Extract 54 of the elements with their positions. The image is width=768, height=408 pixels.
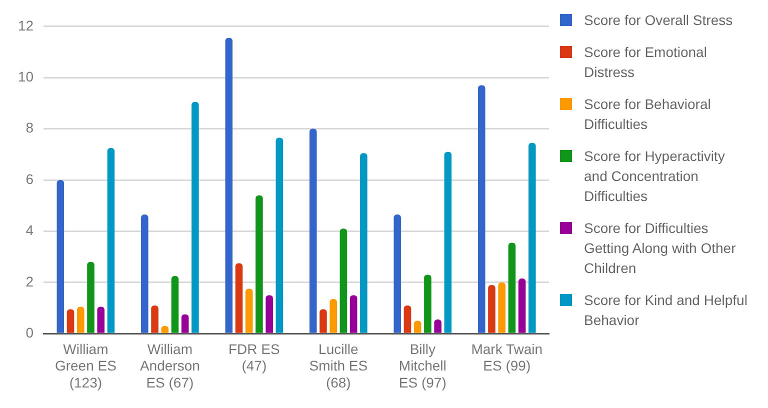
legend-label: Score for Difficulties Getting Along with Other Children <box>584 219 737 278</box>
x-tick-label: FDR ES (47) <box>228 340 280 374</box>
bar <box>424 274 432 333</box>
x-tick-label: William Green ES (123) <box>54 340 116 390</box>
bar <box>171 276 179 333</box>
bar <box>107 148 115 333</box>
bar <box>245 288 253 333</box>
y-tick-label: 6 <box>26 170 34 187</box>
bar <box>192 102 199 333</box>
bar <box>97 306 104 333</box>
y-tick-label: 0 <box>26 324 34 340</box>
legend-label: Score for Kind and Helpful Behavior <box>584 291 748 330</box>
bar <box>444 152 452 333</box>
y-tick-label: 12 <box>18 17 34 34</box>
x-tick-label: Lucille Smith ES (68) <box>309 340 368 390</box>
bar <box>66 309 74 333</box>
bar <box>256 195 263 333</box>
bar <box>508 242 516 333</box>
bar <box>350 295 358 333</box>
y-tick-label: 10 <box>18 68 34 84</box>
legend-label: Score for Emotional Distress <box>584 43 708 82</box>
legend-label: Score for Hyperactivity and Concentration Difficulties <box>584 147 726 206</box>
bar <box>141 214 148 333</box>
bar <box>414 320 422 333</box>
y-tick-label: 2 <box>26 273 34 290</box>
bar <box>404 305 412 333</box>
legend-label: Score for Behavioral Difficulties <box>584 95 712 134</box>
bar <box>266 295 273 333</box>
bar <box>225 38 233 333</box>
y-tick-label: 8 <box>26 120 34 136</box>
x-tick-label: Billy Mitchell ES (97) <box>398 340 446 390</box>
bar <box>528 142 536 333</box>
bar <box>360 153 368 333</box>
bar <box>309 128 317 333</box>
legend-label: Score for Overall Stress <box>584 11 733 30</box>
bar <box>151 305 158 333</box>
bar <box>87 262 94 333</box>
bar <box>498 282 506 333</box>
y-tick-label: 4 <box>26 222 34 238</box>
bar <box>320 309 327 333</box>
bar <box>276 138 284 333</box>
bar <box>340 228 348 333</box>
bar <box>488 284 496 333</box>
bar <box>77 306 84 333</box>
bar <box>181 314 189 333</box>
bar <box>235 263 243 333</box>
x-tick-label: Mark Twain ES (99) <box>471 340 543 374</box>
bar <box>56 180 64 333</box>
bar <box>478 85 486 333</box>
bar <box>394 214 402 333</box>
bar <box>330 299 337 333</box>
bar <box>518 278 526 333</box>
x-tick-label: William Anderson ES (67) <box>140 340 200 390</box>
bar <box>434 320 442 333</box>
